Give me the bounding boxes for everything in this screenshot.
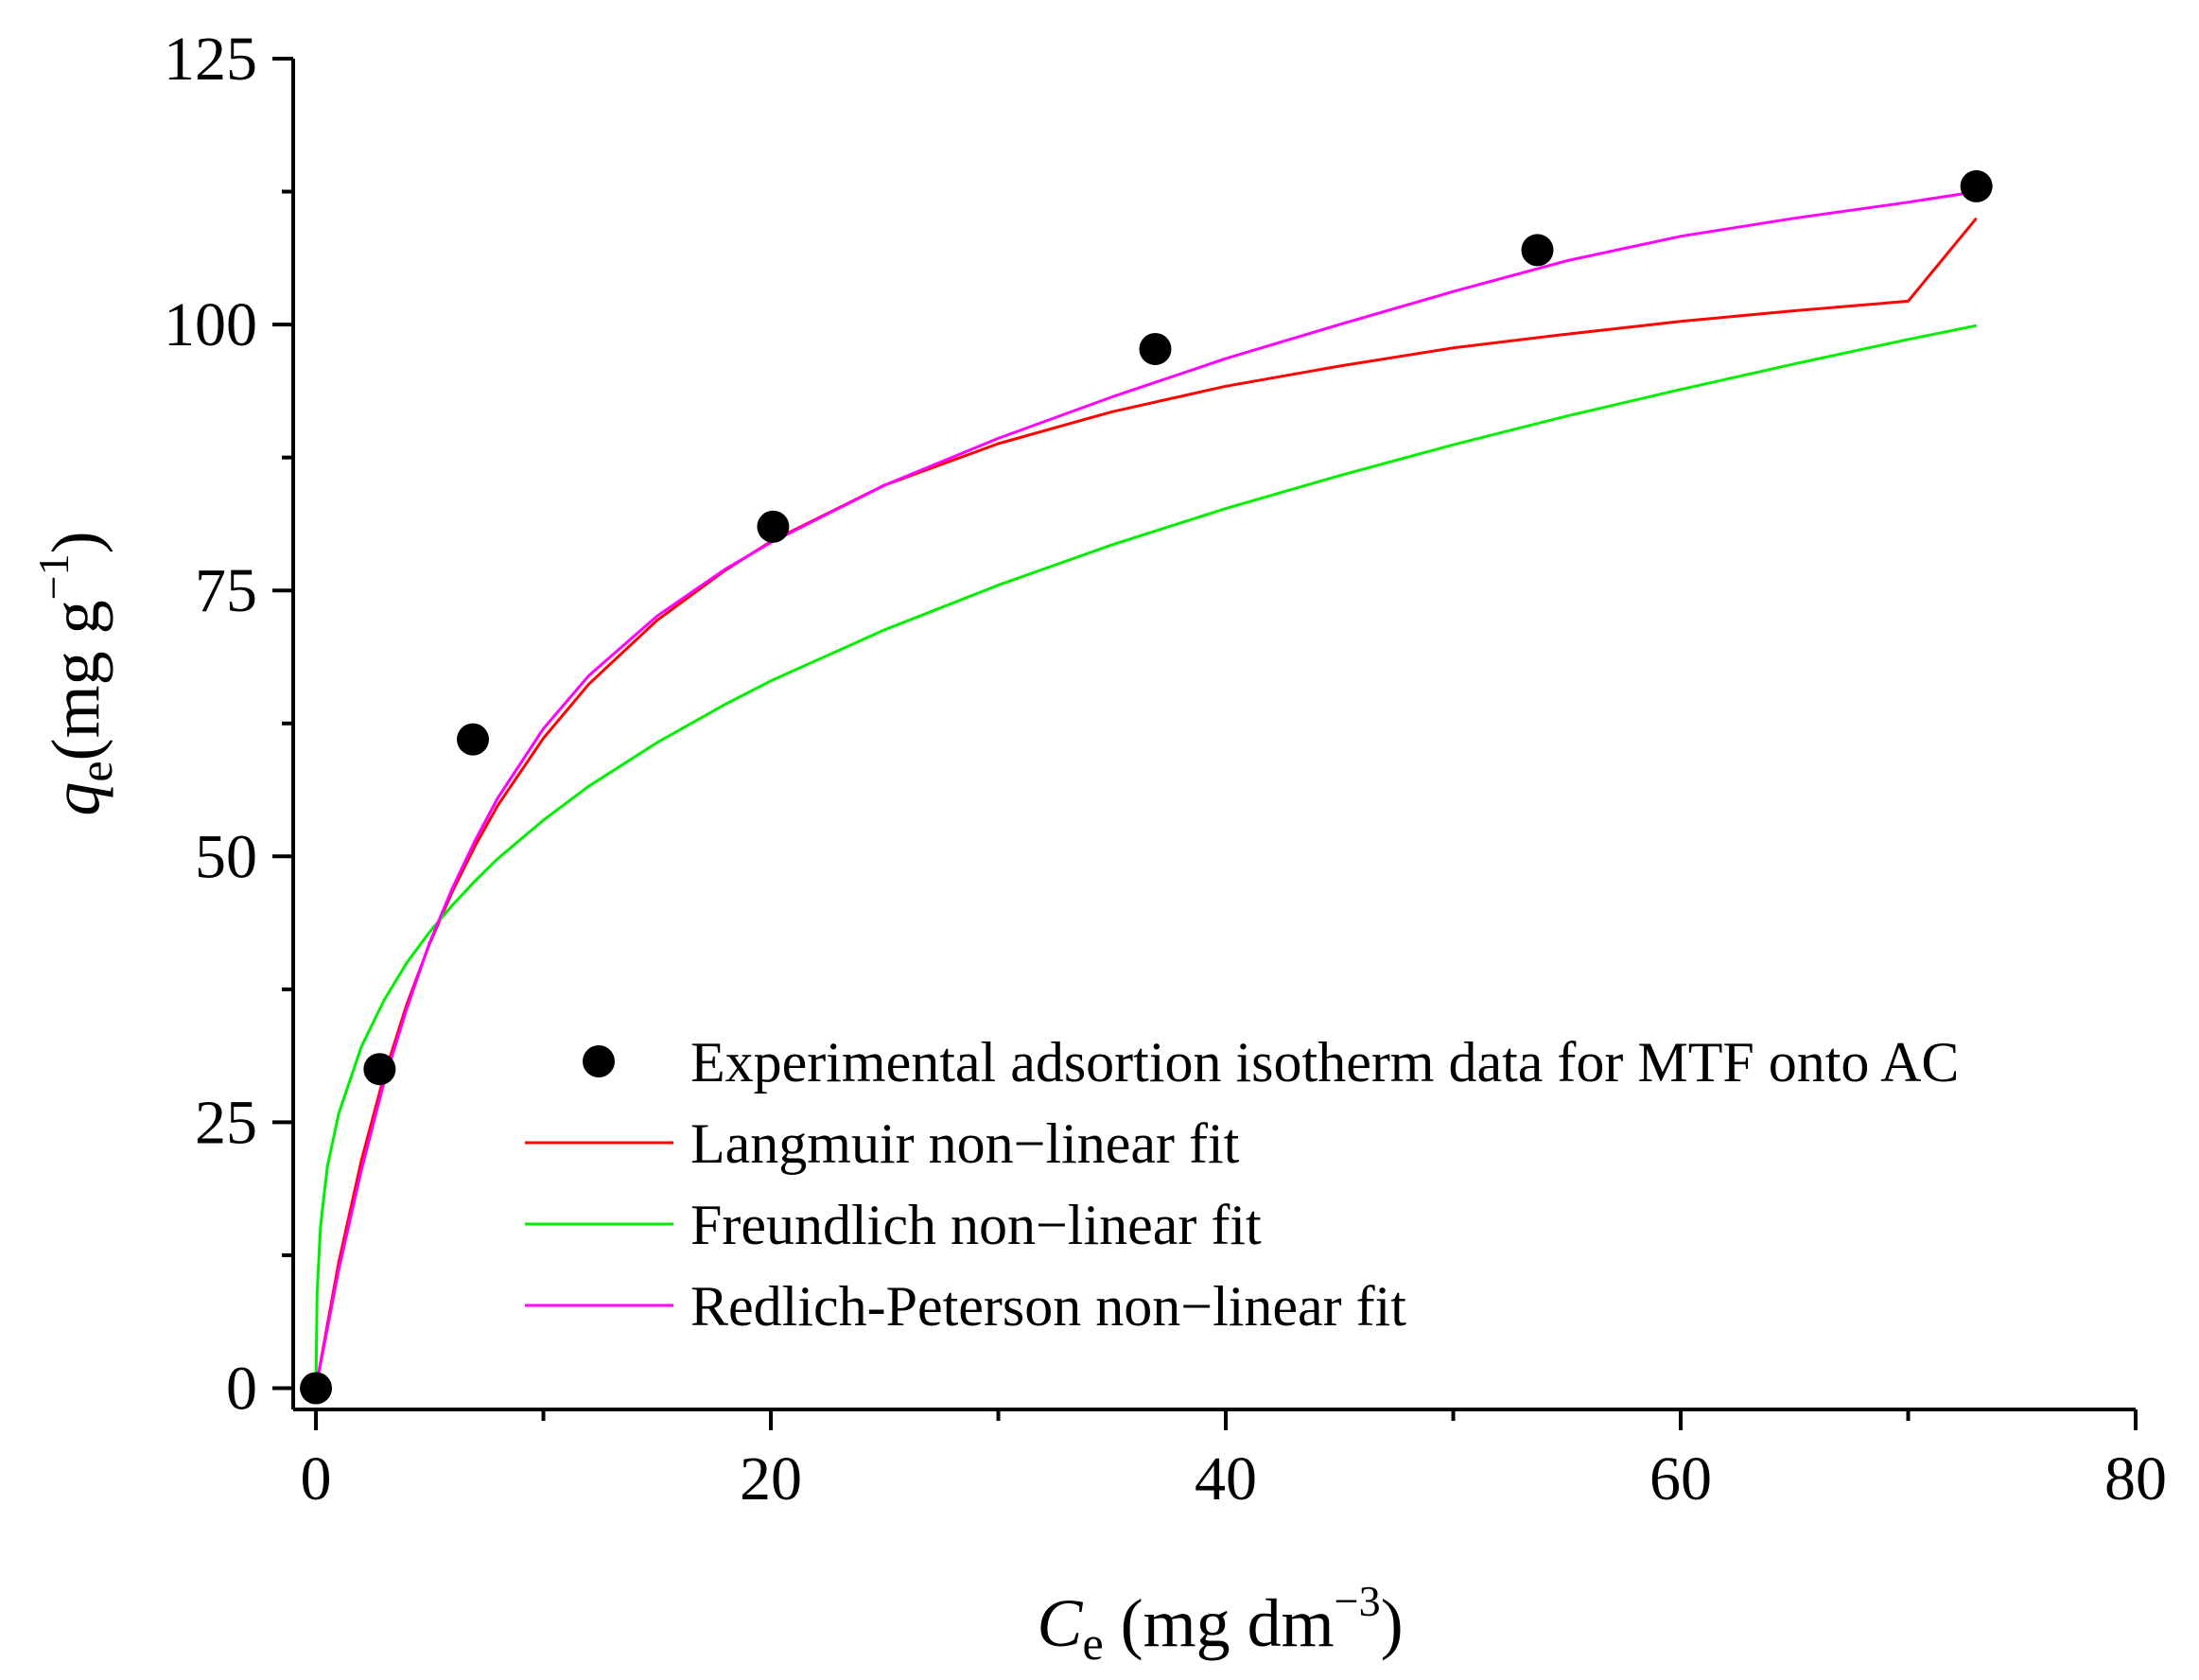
legend: Experimental adsortion isotherm data for… bbox=[525, 1031, 1959, 1338]
series-line-3 bbox=[314, 190, 1977, 1389]
data-point bbox=[1960, 169, 1993, 202]
y-tick-label: 125 bbox=[164, 25, 257, 94]
x-tick-label: 80 bbox=[2104, 1444, 2167, 1514]
series-layer bbox=[300, 169, 1993, 1405]
data-point bbox=[1521, 234, 1554, 267]
x-tick-label: 40 bbox=[1195, 1444, 1257, 1514]
y-axis-title: qe(mg g−1) bbox=[29, 531, 122, 815]
y-tick-label: 75 bbox=[195, 556, 257, 625]
data-point bbox=[1139, 332, 1172, 365]
series-line-2 bbox=[314, 324, 1977, 1389]
data-point bbox=[456, 723, 489, 756]
x-tick-label: 20 bbox=[740, 1444, 802, 1514]
data-point bbox=[300, 1372, 333, 1405]
legend-label-langmuir: Langmuir non−linear fit bbox=[690, 1112, 1240, 1175]
legend-marker-experimental bbox=[583, 1045, 615, 1077]
y-tick-label: 0 bbox=[226, 1355, 257, 1424]
y-tick-label: 25 bbox=[195, 1088, 257, 1157]
data-point bbox=[363, 1053, 396, 1086]
legend-label-redlich-peterson: Redlich-Peterson non−linear fit bbox=[690, 1275, 1406, 1338]
axes: 0 20 40 60 80 0 25 50 75 100 125 bbox=[164, 25, 2167, 1514]
data-point bbox=[757, 510, 790, 543]
x-axis-title: Ce (mg dm−3) bbox=[1037, 1577, 1403, 1670]
legend-label-freundlich: Freundlich non−linear fit bbox=[690, 1194, 1262, 1256]
y-tick-label: 50 bbox=[195, 822, 257, 891]
x-tick-label: 0 bbox=[301, 1444, 332, 1514]
x-tick-label: 60 bbox=[1649, 1444, 1712, 1514]
y-tick-label: 100 bbox=[164, 290, 257, 359]
legend-label-experimental: Experimental adsortion isotherm data for… bbox=[690, 1031, 1959, 1094]
